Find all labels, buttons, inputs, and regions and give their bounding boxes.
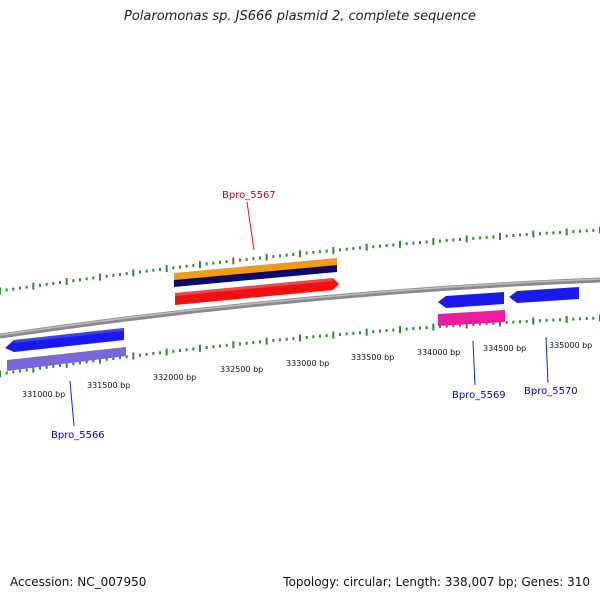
sequence-backbone [0,277,600,339]
position-label: 333500 bp [351,353,394,362]
gene-bar-pink[interactable] [438,310,505,326]
position-label: 334500 bp [483,344,526,353]
position-label: 335000 bp [549,341,592,350]
position-label: 331000 bp [22,390,65,399]
callout-line [69,380,75,427]
gene-feature-bpro-5567[interactable] [174,258,339,305]
gene-arrow-blue[interactable] [438,292,504,308]
position-label: 332000 bp [153,373,196,382]
outer-tick-track [0,226,600,295]
gene-bar-navy[interactable] [174,265,337,287]
gene-bar-purple[interactable] [7,347,126,371]
gene-arrow-blue[interactable] [509,287,579,303]
callout-line [545,336,549,384]
gene-label-bpro-5570[interactable]: Bpro_5570 [524,386,578,397]
gene-arrow-red[interactable] [175,278,339,305]
callout-line [246,201,255,251]
gene-feature-bpro-5566[interactable] [5,328,126,371]
gene-feature-bpro-5570[interactable] [509,287,579,303]
callout-line [472,340,476,386]
gene-label-bpro-5566[interactable]: Bpro_5566 [51,430,105,441]
position-label: 333000 bp [286,359,329,368]
map-title: Polaromonas sp. JS666 plasmid 2, complet… [123,9,476,24]
gene-label-bpro-5569[interactable]: Bpro_5569 [452,390,506,401]
gene-label-bpro-5567[interactable]: Bpro_5567 [222,190,276,201]
position-label: 334000 bp [417,348,460,357]
position-label: 332500 bp [220,365,263,374]
accession-text: Accession: NC_007950 [10,575,147,589]
position-label: 331500 bp [87,381,130,390]
topology-summary: Topology: circular; Length: 338,007 bp; … [283,575,590,589]
inner-tick-track [0,314,600,378]
gene-bar-orange[interactable] [174,258,337,280]
gene-feature-bpro-5569[interactable] [438,292,505,326]
